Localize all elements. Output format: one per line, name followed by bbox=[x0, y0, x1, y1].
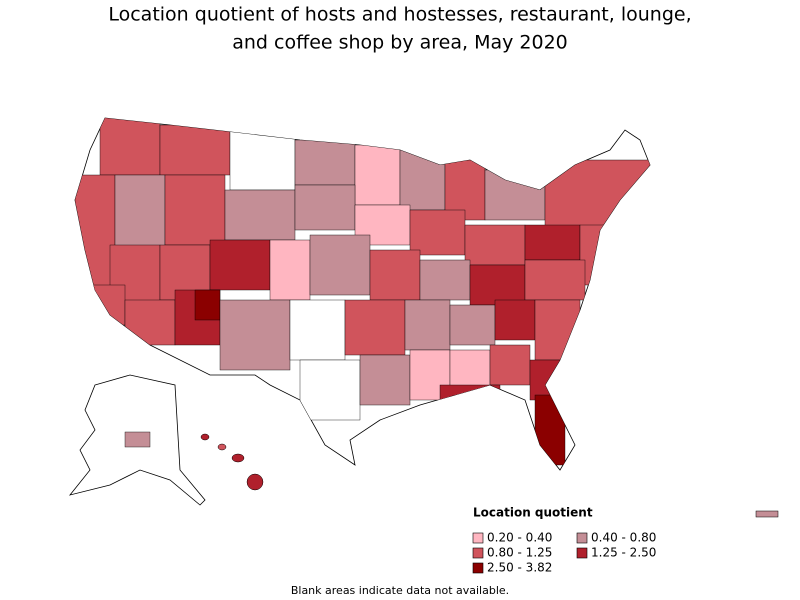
map-region bbox=[354, 144, 401, 206]
map-region bbox=[579, 224, 621, 286]
map-region bbox=[299, 359, 361, 421]
legend-label: 1.25 - 2.50 bbox=[591, 546, 656, 560]
map-region bbox=[209, 239, 271, 291]
title-line: and coffee shop by area, May 2020 bbox=[232, 32, 568, 54]
legend-swatch bbox=[472, 532, 484, 544]
map-region bbox=[75, 174, 116, 296]
legend-title: Location quotient bbox=[473, 506, 593, 520]
map-region bbox=[524, 224, 581, 261]
hawaii-island bbox=[231, 453, 245, 463]
map-region bbox=[269, 239, 311, 301]
map-region bbox=[544, 159, 650, 231]
map-region bbox=[164, 174, 226, 246]
map-region bbox=[294, 139, 356, 186]
map-region bbox=[449, 304, 496, 346]
map-region bbox=[99, 118, 161, 176]
map-region bbox=[359, 354, 411, 406]
map-region bbox=[534, 394, 566, 466]
islands bbox=[124, 431, 779, 518]
map-region bbox=[404, 299, 451, 351]
map-region bbox=[124, 299, 176, 346]
map-region bbox=[409, 209, 466, 256]
map-region bbox=[529, 359, 561, 401]
legend-swatch bbox=[576, 532, 588, 544]
map-region bbox=[494, 299, 536, 341]
map-region bbox=[309, 234, 371, 296]
legend-label: 2.50 - 3.82 bbox=[487, 561, 552, 575]
map-region bbox=[294, 184, 356, 231]
title-line: Location quotient of hosts and hostesses… bbox=[108, 4, 691, 26]
legend-label: 0.40 - 0.80 bbox=[591, 531, 656, 545]
hawaii-island bbox=[217, 443, 227, 451]
map-region bbox=[419, 259, 471, 301]
map-region bbox=[229, 129, 296, 191]
map-region bbox=[439, 384, 501, 406]
legend-swatch bbox=[472, 562, 484, 574]
map-region bbox=[369, 249, 421, 301]
map-region bbox=[194, 289, 221, 321]
map-region bbox=[124, 431, 151, 448]
map-region bbox=[469, 264, 526, 306]
map-region bbox=[464, 224, 526, 266]
map-region bbox=[534, 299, 581, 361]
map-region bbox=[219, 299, 291, 371]
legend: 0.20 - 0.40 0.40 - 0.80 0.80 - 1.25 1.25 - … bbox=[472, 531, 656, 575]
map-region bbox=[524, 259, 586, 301]
map-region bbox=[484, 169, 546, 221]
footnote: Blank areas indicate data not available. bbox=[291, 584, 509, 597]
map-region bbox=[159, 124, 231, 176]
puerto-rico bbox=[755, 510, 779, 518]
map-region bbox=[344, 299, 406, 356]
hawaii-island bbox=[246, 473, 264, 491]
legend-label: 0.80 - 1.25 bbox=[487, 546, 552, 560]
map-region bbox=[84, 284, 126, 326]
legend-label: 0.20 - 0.40 bbox=[487, 531, 552, 545]
map-region bbox=[289, 299, 346, 361]
map-region bbox=[224, 189, 296, 241]
legend-swatch bbox=[576, 547, 588, 559]
map-region bbox=[399, 149, 446, 211]
map-region bbox=[489, 344, 531, 386]
legend-swatch bbox=[472, 547, 484, 559]
hawaii-island bbox=[200, 433, 210, 441]
